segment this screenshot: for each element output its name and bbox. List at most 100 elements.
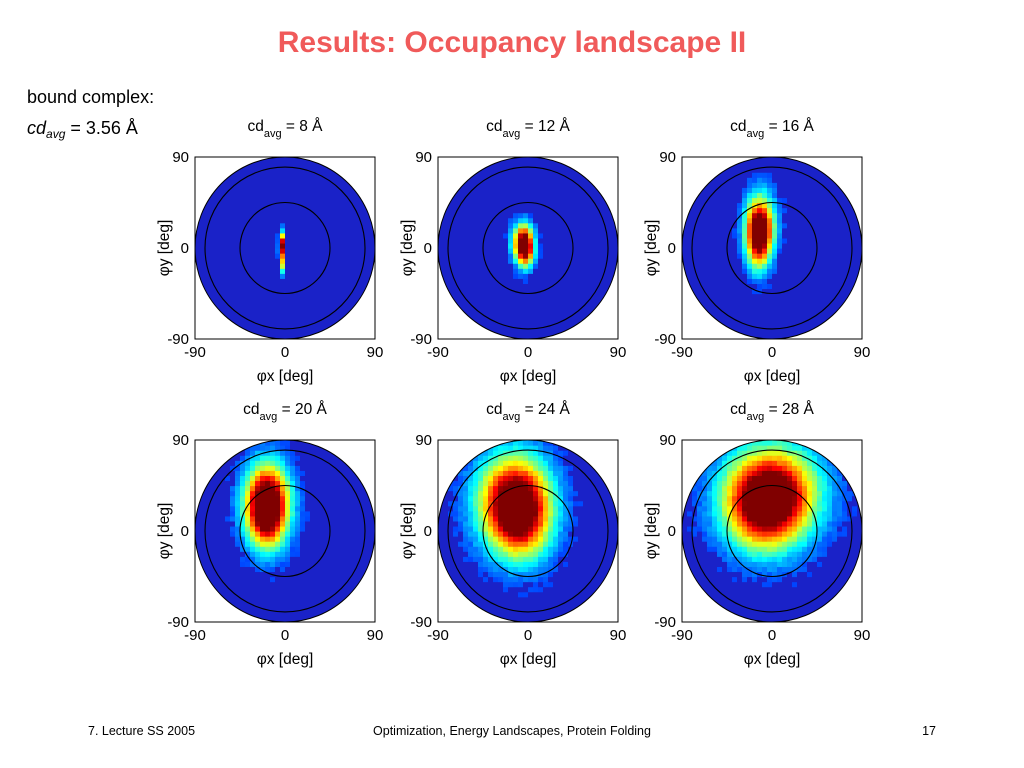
- heatmap-cell: [290, 278, 296, 284]
- heatmap-cell: [782, 162, 788, 168]
- heatmap-cell: [787, 202, 793, 209]
- heatmap-cell: [335, 460, 341, 466]
- heatmap-cell: [310, 515, 316, 522]
- heatmap-cell: [757, 162, 763, 168]
- heatmap-cell: [260, 465, 266, 471]
- heatmap-cell: [265, 308, 271, 315]
- heatmap-cell: [493, 187, 499, 193]
- heatmap-cell: [285, 475, 291, 482]
- heatmap-cell: [603, 253, 609, 259]
- heatmap-cell: [747, 288, 753, 295]
- heatmap-cell: [463, 308, 469, 315]
- heatmap-cell: [568, 263, 574, 269]
- heatmap-cell: [488, 237, 494, 244]
- heatmap-cell: [832, 293, 838, 300]
- heatmap-cell: [787, 157, 793, 163]
- heatmap-cell: [325, 470, 331, 476]
- heatmap-cell: [290, 470, 296, 476]
- heatmap-cell: [245, 586, 251, 593]
- heatmap-cell: [563, 207, 569, 214]
- heatmap-cell: [767, 167, 773, 173]
- heatmap-cell: [225, 525, 231, 532]
- heatmap-cell: [772, 232, 778, 239]
- heatmap-cell: [275, 212, 281, 219]
- heatmap-cell: [245, 576, 251, 583]
- heatmap-cell: [335, 475, 341, 482]
- heatmap-cell: [215, 536, 221, 542]
- heatmap-cell: [295, 333, 301, 339]
- heatmap-cell: [350, 197, 356, 204]
- heatmap-cell: [275, 258, 281, 264]
- heatmap-cell: [265, 611, 271, 618]
- heatmap-cell: [817, 248, 823, 254]
- heatmap-cell: [320, 561, 326, 567]
- heatmap-cell: [578, 232, 584, 239]
- heatmap-cell: [523, 288, 529, 295]
- heatmap-cell: [518, 288, 524, 295]
- heatmap-cell: [280, 611, 286, 618]
- heatmap-cell: [463, 263, 469, 269]
- heatmap-cell: [752, 258, 758, 264]
- heatmap-cell: [523, 303, 529, 310]
- heatmap-cell: [528, 227, 534, 234]
- heatmap-cell: [285, 157, 291, 163]
- heatmap-cell: [285, 460, 291, 466]
- heatmap-cell: [250, 611, 256, 618]
- heatmap-cell: [727, 217, 733, 224]
- heatmap-cell: [310, 273, 316, 279]
- heatmap-cell: [598, 258, 604, 264]
- heatmap-cell: [305, 268, 311, 274]
- heatmap-cell: [205, 248, 211, 254]
- heatmap-cell: [583, 283, 589, 290]
- heatmap-cell: [270, 566, 276, 573]
- heatmap-cell: [463, 192, 469, 199]
- heatmap-cell: [330, 227, 336, 234]
- heatmap-cell: [240, 263, 246, 269]
- heatmap-cell: [300, 490, 306, 497]
- heatmap-cell: [558, 222, 564, 229]
- heatmap-cell: [787, 303, 793, 310]
- heatmap-cell: [255, 510, 261, 517]
- heatmap-cell: [777, 288, 783, 295]
- heatmap-cell: [812, 298, 818, 305]
- heatmap-cell: [325, 576, 331, 583]
- heatmap-cell: [320, 283, 326, 290]
- heatmap-cell: [468, 303, 474, 310]
- heatmap-cell: [747, 192, 753, 199]
- heatmap-cell: [220, 475, 226, 482]
- heatmap-cell: [265, 450, 271, 456]
- heatmap-cell: [707, 227, 713, 234]
- heatmap-cell: [295, 606, 301, 613]
- heatmap-cell: [473, 313, 479, 320]
- heatmap-cell: [463, 293, 469, 300]
- heatmap-cell: [802, 253, 808, 259]
- heatmap-cell: [742, 197, 748, 204]
- heatmap-cell: [483, 273, 489, 279]
- heatmap-cell: [548, 298, 554, 305]
- heatmap-cell: [265, 283, 271, 290]
- heatmap-cell: [588, 288, 594, 295]
- heatmap-cell: [473, 278, 479, 284]
- heatmap-cell: [255, 207, 261, 214]
- heatmap-cell: [692, 273, 698, 279]
- heatmap-cell: [235, 551, 241, 557]
- heatmap-cell: [513, 293, 519, 300]
- heatmap-cell: [558, 227, 564, 234]
- heatmap-cell: [230, 182, 236, 188]
- heatmap-cell: [305, 505, 311, 512]
- heatmap-cell: [250, 531, 256, 537]
- heatmap-cell: [493, 328, 499, 335]
- heatmap-cell: [817, 288, 823, 295]
- heatmap-cell: [240, 253, 246, 259]
- heatmap-cell: [772, 242, 778, 249]
- heatmap-cell: [320, 480, 326, 487]
- heatmap-cell: [792, 258, 798, 264]
- heatmap-cell: [275, 283, 281, 290]
- heatmap-cell: [260, 313, 266, 320]
- heatmap-cell: [240, 505, 246, 512]
- heatmap-cell: [528, 212, 534, 219]
- heatmap-cell: [245, 283, 251, 290]
- heatmap-cell: [762, 303, 768, 310]
- heatmap-cell: [722, 268, 728, 274]
- heatmap-cell: [503, 298, 509, 305]
